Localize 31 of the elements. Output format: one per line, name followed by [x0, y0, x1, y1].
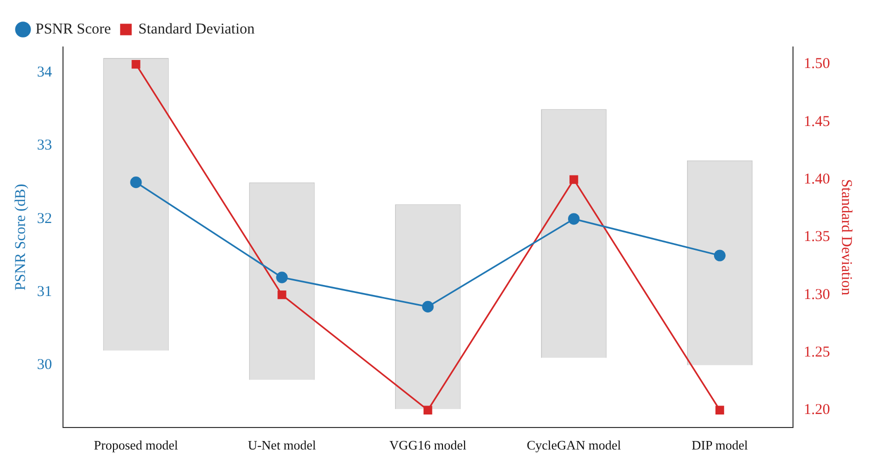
x-tick-label: CycleGAN model: [526, 438, 622, 453]
legend-label: Standard Deviation: [138, 21, 256, 38]
point: [132, 60, 140, 69]
y2-tick-label: 1.45: [804, 114, 830, 130]
point: [422, 300, 434, 312]
y2-tick-label: 1.25: [804, 344, 830, 360]
x-tick-label: VGG16 model: [389, 438, 467, 453]
x-tick-label: Proposed model: [94, 438, 178, 453]
point: [715, 406, 724, 414]
y-tick-label: 32: [37, 210, 52, 227]
x-tick-label: DIP model: [692, 438, 748, 453]
y2-tick-label: 1.35: [804, 229, 830, 246]
y-tick-label: 34: [37, 64, 52, 81]
y-axis-title: PSNR Score (dB): [12, 184, 29, 291]
point: [714, 250, 726, 262]
point: [568, 213, 580, 225]
point: [569, 175, 578, 184]
x-tick-label: U-Net model: [248, 438, 316, 453]
legend-label: PSNR Score: [36, 21, 112, 38]
point: [130, 176, 142, 188]
y-tick-label: 31: [37, 284, 52, 300]
point: [424, 406, 432, 414]
y2-tick-label: 1.50: [804, 56, 830, 72]
y2-tick-label: 1.40: [804, 172, 830, 188]
point: [276, 272, 288, 284]
y2-tick-label: 1.30: [804, 286, 830, 303]
y-tick-label: 33: [37, 138, 52, 154]
point: [278, 290, 286, 300]
y2-tick-label: 1.20: [804, 402, 830, 418]
y-tick-label: 30: [37, 357, 52, 374]
y2-axis-title: Standard Deviation: [838, 179, 854, 296]
